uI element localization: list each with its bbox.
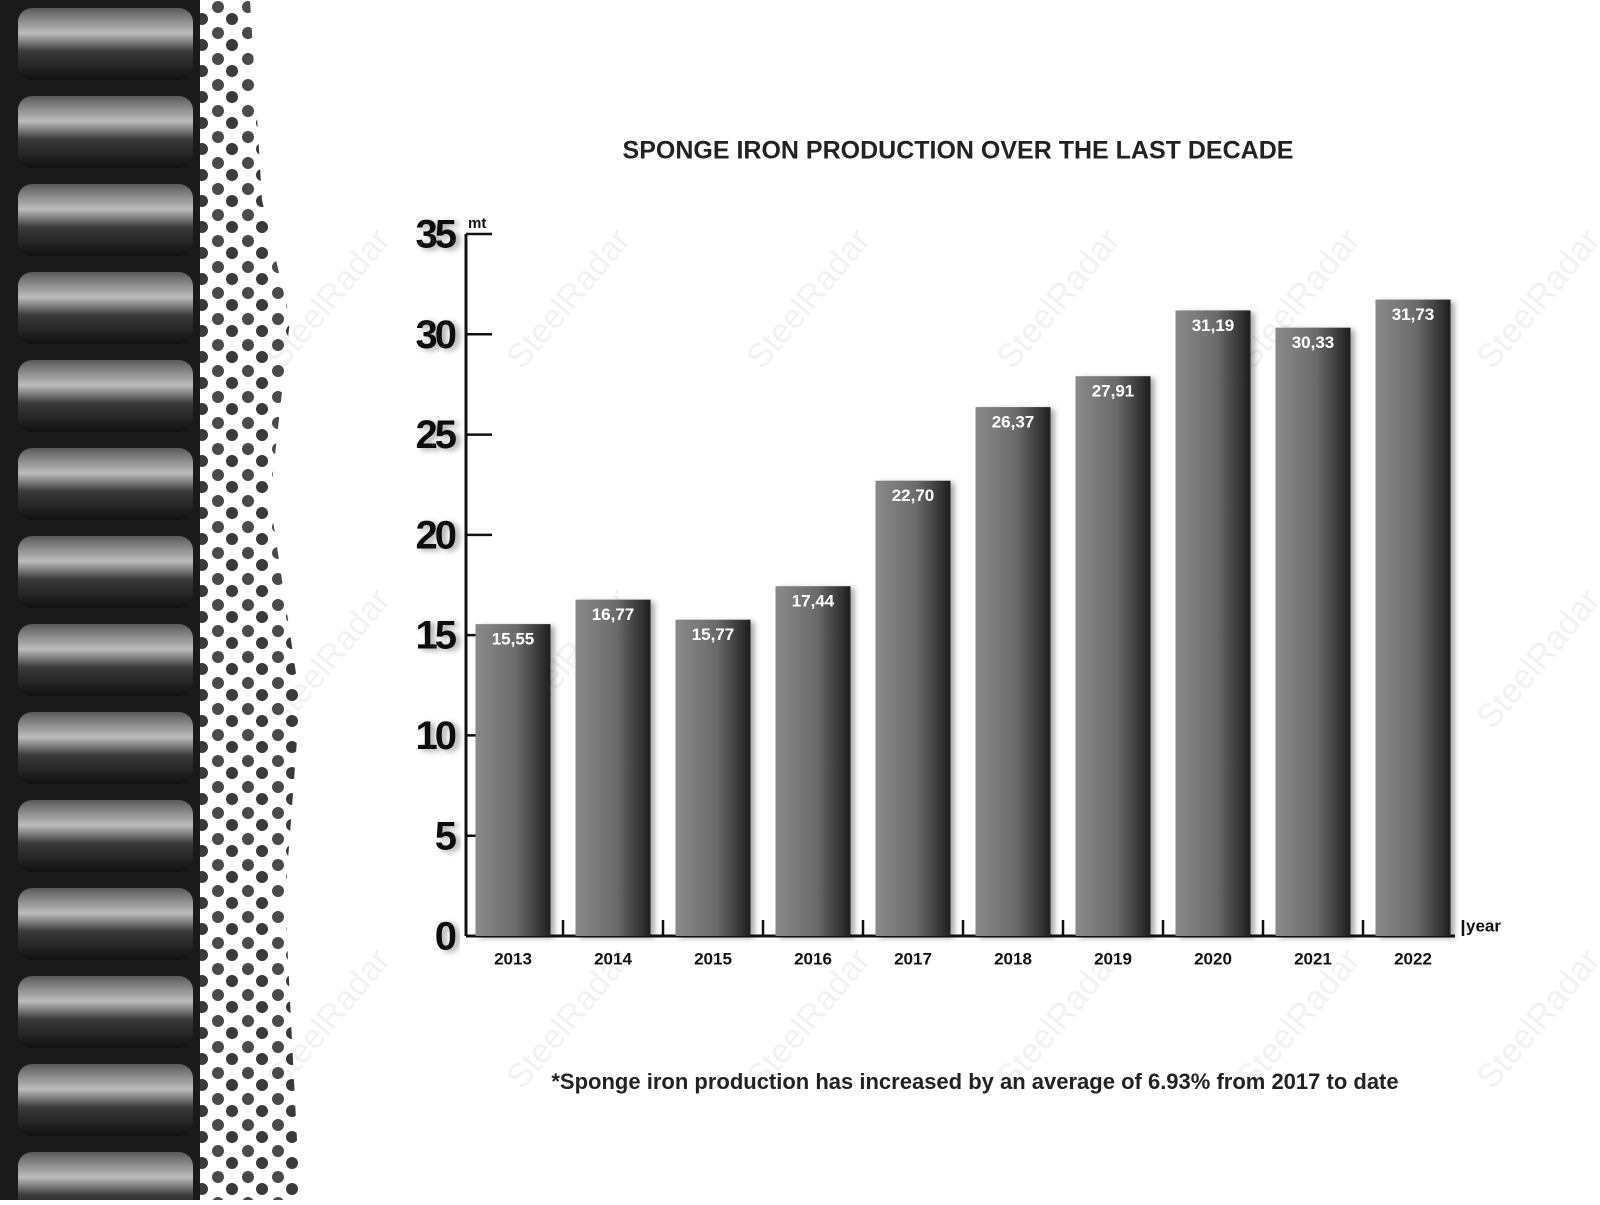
watermark: SteelRadar [1469, 221, 1600, 376]
x-tick-label: 2022 [1394, 949, 1432, 968]
y-tick-label: 20 [416, 513, 456, 557]
data-label: 16,77 [592, 605, 635, 624]
data-label: 31,19 [1192, 316, 1235, 335]
chart-title: SPONGE IRON PRODUCTION OVER THE LAST DEC… [623, 137, 1294, 165]
data-label: 15,55 [492, 630, 535, 649]
bar [675, 619, 751, 936]
y-tick-label: 15 [416, 614, 457, 658]
bar [1275, 327, 1351, 936]
x-tick-label: 2019 [1094, 949, 1132, 968]
data-label: 15,77 [692, 625, 735, 644]
data-label: 31,73 [1392, 305, 1435, 324]
y-tick-label: 10 [416, 714, 456, 758]
bar [575, 599, 651, 936]
data-label: 22,70 [892, 486, 935, 505]
y-axis-label: mt [468, 215, 486, 232]
watermark: SteelRadar [1469, 941, 1600, 1096]
x-tick-label: 2020 [1194, 949, 1232, 968]
data-label: 30,33 [1292, 333, 1335, 352]
bar [975, 407, 1051, 936]
x-tick-label: 2015 [694, 949, 732, 968]
data-label: 17,44 [792, 592, 835, 611]
data-label: 27,91 [1092, 382, 1135, 401]
decorative-strip [0, 0, 300, 1200]
data-label: 26,37 [992, 413, 1035, 432]
watermark: SteelRadar [989, 221, 1127, 376]
watermark: SteelRadar [739, 221, 877, 376]
bar [1075, 376, 1151, 936]
watermark: SteelRadar [499, 221, 637, 376]
bar [875, 480, 951, 936]
x-tick-label: 2016 [794, 949, 832, 968]
bar [775, 586, 851, 936]
bar [475, 624, 551, 936]
x-tick-label: 2017 [894, 949, 932, 968]
y-tick-label: 25 [416, 413, 457, 457]
x-axis-label: year [1466, 916, 1501, 935]
y-tick-label: 35 [416, 213, 457, 257]
y-tick-label: 30 [416, 313, 456, 357]
x-tick-label: 2014 [594, 949, 632, 968]
footnote: *Sponge iron production has increased by… [551, 1069, 1398, 1094]
y-tick-label: 0 [435, 915, 456, 959]
bar [1375, 299, 1451, 936]
x-tick-label: 2013 [494, 949, 532, 968]
watermark: SteelRadar [1469, 581, 1600, 736]
x-tick-label: 2018 [994, 949, 1032, 968]
x-tick-label: 2021 [1294, 949, 1332, 968]
bar [1175, 310, 1251, 936]
y-tick-label: 5 [435, 814, 457, 858]
